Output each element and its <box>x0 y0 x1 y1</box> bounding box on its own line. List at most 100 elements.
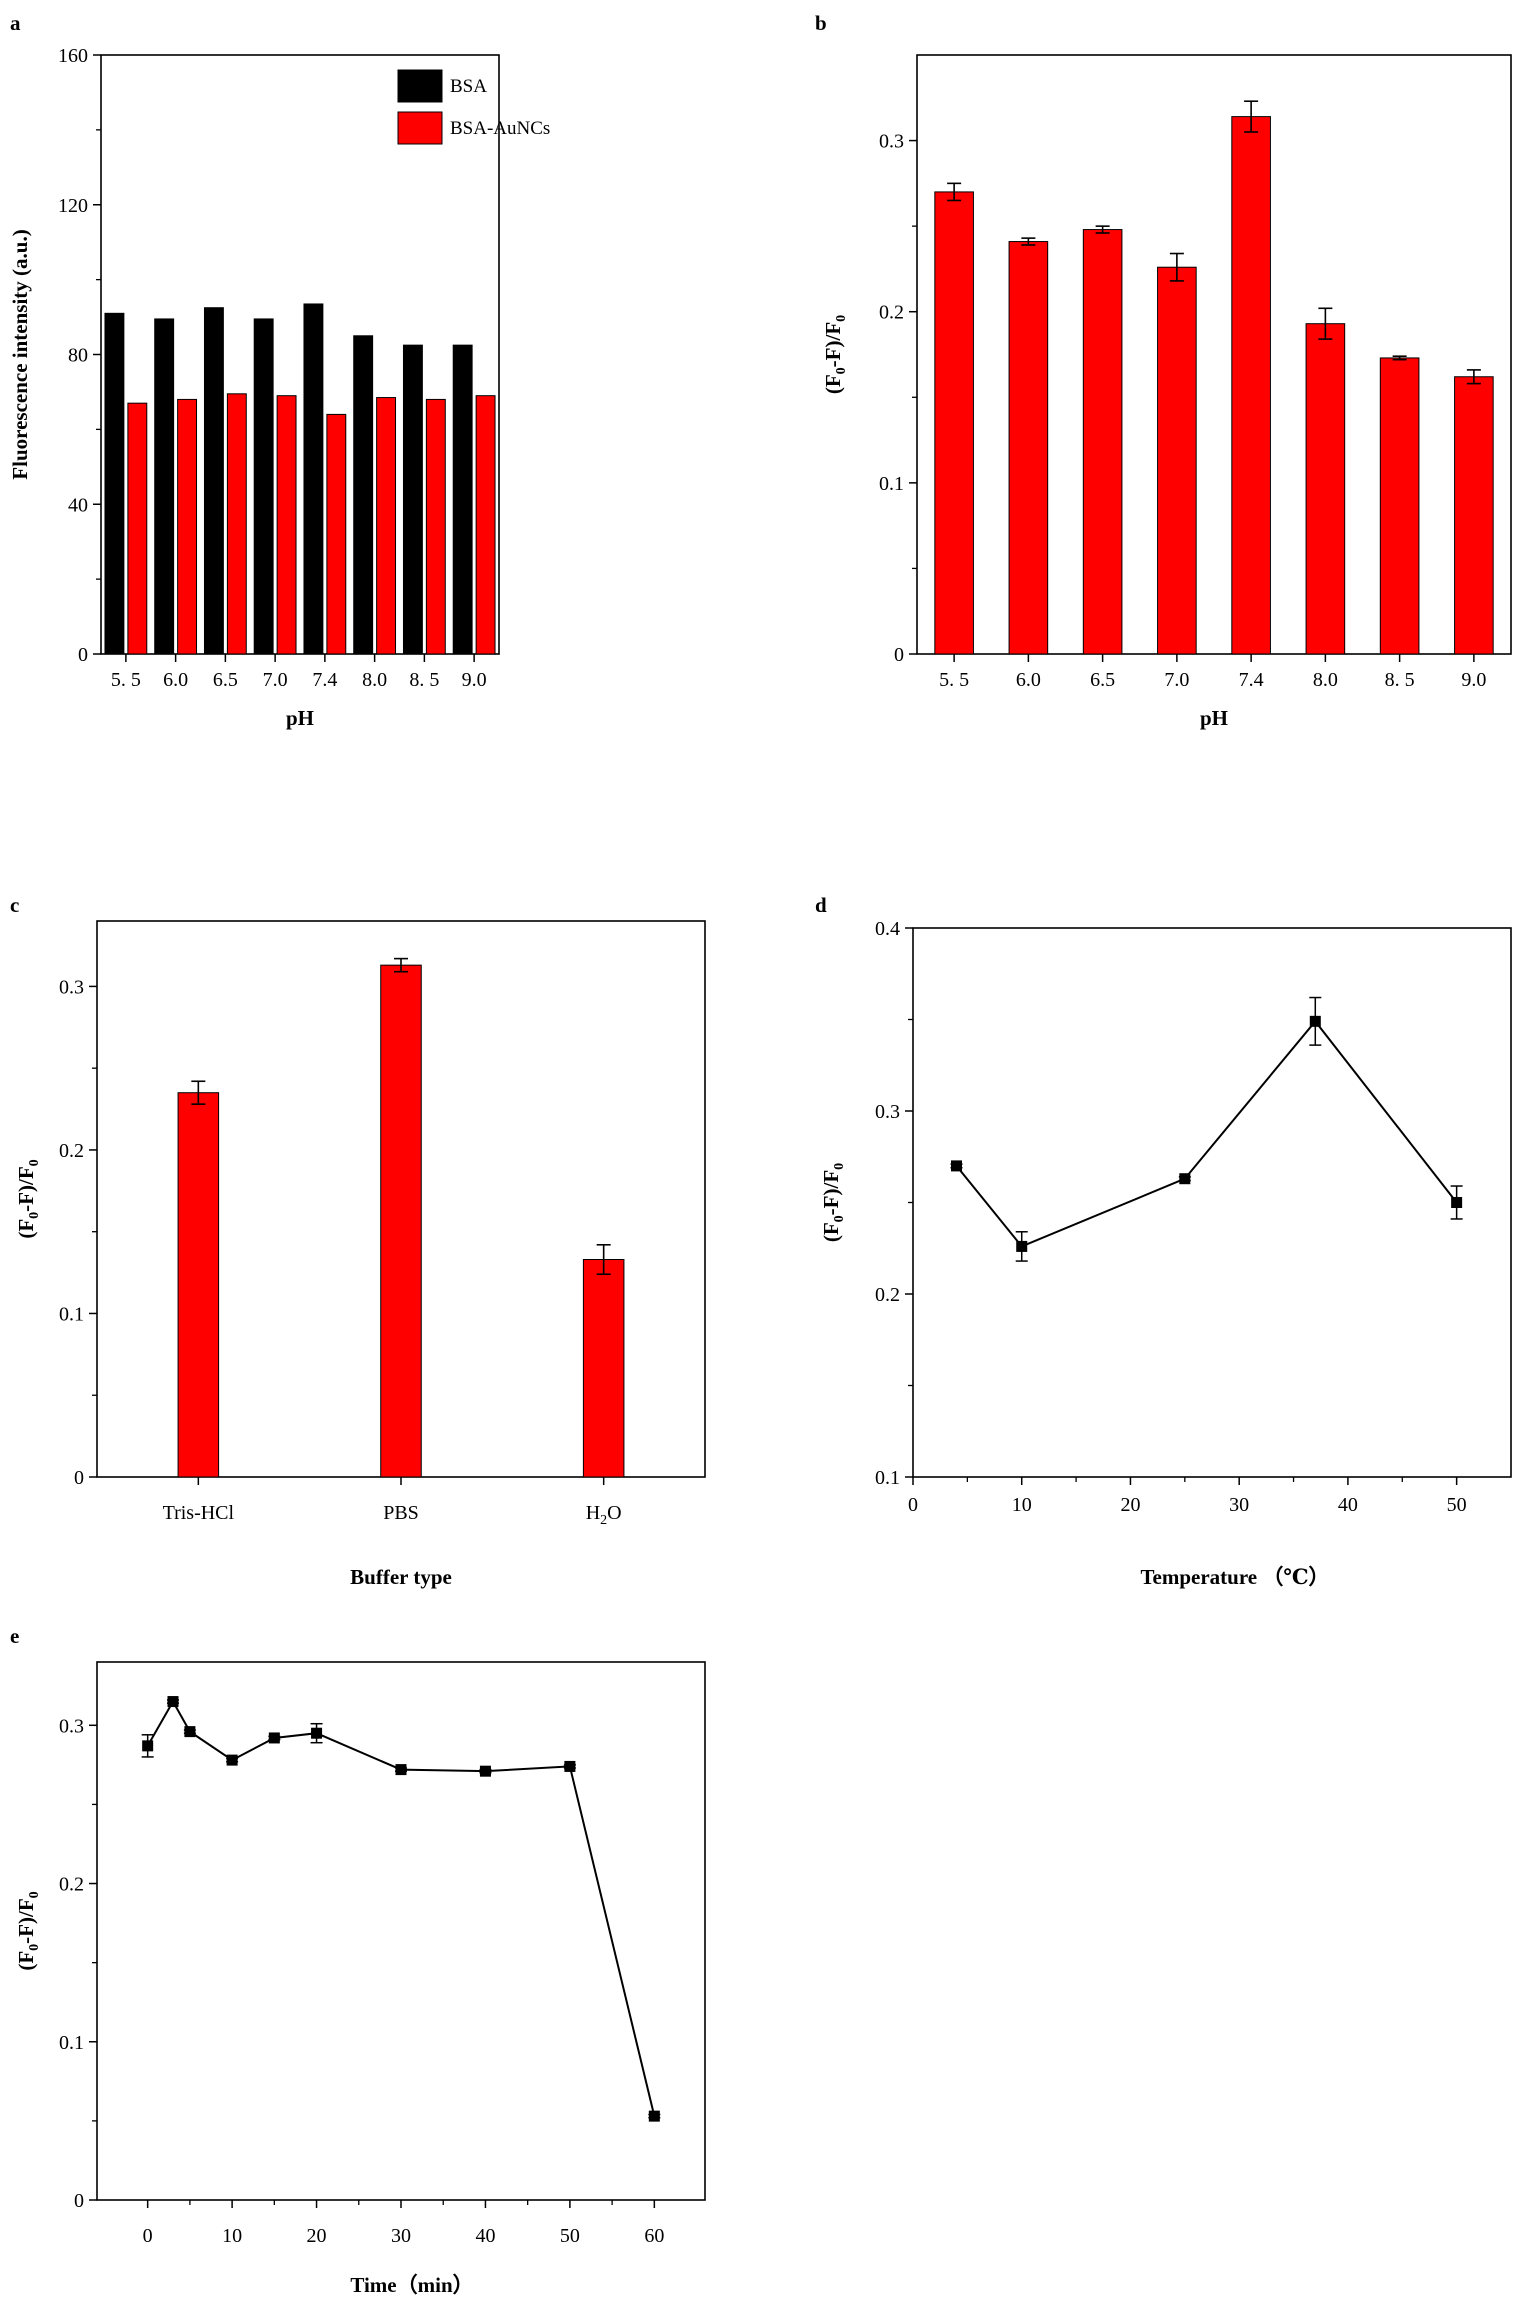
panel-label-b: b <box>815 11 827 35</box>
chart-d: d 0.1 0.2 0.3 0.4 0 10 20 30 40 50 Temperature （℃） (… <box>815 893 1512 1589</box>
data-point-1 <box>167 1696 179 1708</box>
y-tick-label: 0.4 <box>875 918 900 940</box>
y-tick-label: 0.2 <box>59 1874 84 1896</box>
plot-frame <box>912 927 1512 1478</box>
y-tick-label: 0 <box>894 644 904 666</box>
bar-(F0-F)/F0-5 <box>1305 323 1346 655</box>
x-tick-label: 7.0 <box>263 669 288 691</box>
x-tick-label: 8. 5 <box>1385 669 1415 691</box>
x-tick-label: PBS <box>383 1502 419 1524</box>
bar-(F0-F)/F0-1 <box>380 964 422 1478</box>
bar-BSA-AuNCs-4 <box>326 413 347 655</box>
bar-BSA-AuNCs-2 <box>226 393 247 655</box>
bar-(F0-F)/F0-0 <box>934 191 974 655</box>
data-point-7 <box>479 1765 491 1777</box>
y-tick-label: 0.2 <box>59 1140 84 1162</box>
bar-(F0-F)/F0-4 <box>1231 116 1271 655</box>
y-tick-label: 0 <box>74 1467 84 1489</box>
plot-frame <box>916 54 1512 655</box>
y-tick-label: 0 <box>74 2190 84 2212</box>
bar-(F0-F)/F0-3 <box>1157 266 1197 655</box>
series-line <box>146 1699 656 2117</box>
y-axis-label: (F0-F)/F0 <box>821 315 849 394</box>
data-point-6 <box>395 1764 407 1776</box>
x-tick-label: H2O <box>586 1502 622 1528</box>
bar-BSA-3 <box>253 318 274 655</box>
bar-(F0-F)/F0-1 <box>1008 241 1049 655</box>
y-axis-label: (F0-F)/F0 <box>14 1891 42 1970</box>
bar-BSA-4 <box>303 303 324 655</box>
y-tick-label: 0.1 <box>59 2032 84 2054</box>
y-tick-label: 0.1 <box>875 1467 900 1489</box>
x-tick-label: 40 <box>1338 1494 1358 1516</box>
y-tick-label: 0.3 <box>59 976 84 998</box>
y-tick-label: 40 <box>68 494 88 516</box>
bar-BSA-AuNCs-0 <box>127 402 148 655</box>
x-tick-label: 9.0 <box>1461 669 1486 691</box>
x-tick-label: 0 <box>908 1494 918 1516</box>
x-tick-label: 6.0 <box>163 669 188 691</box>
y-tick-label: 0.3 <box>875 1101 900 1123</box>
x-tick-label: 40 <box>475 2225 495 2247</box>
x-tick-label: 30 <box>391 2225 411 2247</box>
bar-BSA-6 <box>402 344 423 655</box>
y-tick-label: 120 <box>58 195 88 217</box>
y-tick-label: 0.2 <box>875 1284 900 1306</box>
x-tick-label: 60 <box>644 2225 664 2247</box>
y-axis-label: (F0-F)/F0 <box>14 1159 42 1238</box>
x-tick-label: 10 <box>1012 1494 1032 1516</box>
x-tick-label: 20 <box>307 2225 327 2247</box>
data-point-0 <box>950 1160 962 1172</box>
plot-frame <box>96 1661 706 2201</box>
bar-BSA-AuNCs-3 <box>276 395 297 655</box>
bar-BSA-AuNCs-7 <box>475 395 496 655</box>
y-tick-label: 80 <box>68 345 88 367</box>
chart-e: e 0 0.1 0.2 0.3 0 10 20 30 40 50 60 Time（min） (F0-F)/… <box>10 1624 706 2297</box>
chart-b: b 0 0.1 0.2 0.3 5. 5 6.0 6.5 7.0 7.4 8.0 8. 5 9.0 pH (… <box>815 11 1512 730</box>
bar-BSA-AuNCs-5 <box>376 397 397 655</box>
x-tick-label: 20 <box>1120 1494 1140 1516</box>
x-axis-label: Temperature （℃） <box>1140 1565 1329 1589</box>
x-tick-label: 7.0 <box>1164 669 1189 691</box>
legend-label: BSA-AuNCs <box>450 118 550 139</box>
bar-BSA-2 <box>203 307 224 655</box>
panel-label-c: c <box>10 893 19 917</box>
chart-c: c 0 0.1 0.2 0.3 Tris-HCl PBS H2O Buffer type (F0-… <box>10 893 706 1589</box>
y-tick-label: 0 <box>78 644 88 666</box>
x-tick-label: 50 <box>1447 1494 1467 1516</box>
bar-BSA-5 <box>353 335 374 655</box>
bar-BSA-AuNCs-6 <box>425 398 446 655</box>
legend-label: BSA <box>450 76 487 97</box>
data-point-3 <box>226 1754 238 1766</box>
data-point-0 <box>142 1740 154 1752</box>
x-tick-label: 7.4 <box>1239 669 1264 691</box>
data-point-4 <box>1451 1197 1463 1208</box>
x-tick-label: 10 <box>222 2225 242 2247</box>
x-axis-label: pH <box>286 706 314 730</box>
y-axis-label: Fluorescence intensity (a.u.) <box>8 229 32 479</box>
x-tick-label: 7.4 <box>312 669 337 691</box>
x-tick-label: 30 <box>1229 1494 1249 1516</box>
x-axis-label: Buffer type <box>350 1565 452 1589</box>
x-tick-label: 0 <box>143 2225 153 2247</box>
data-point-2 <box>1179 1173 1191 1185</box>
x-tick-label: 8.0 <box>362 669 387 691</box>
x-tick-label: 50 <box>560 2225 580 2247</box>
bar-BSA-1 <box>154 318 175 655</box>
data-point-9 <box>648 2110 660 2122</box>
x-tick-label: 6.0 <box>1016 669 1041 691</box>
legend-swatch-BSA <box>397 69 443 103</box>
panel-label-d: d <box>815 893 827 917</box>
x-axis-label: pH <box>1200 706 1228 730</box>
bar-(F0-F)/F0-7 <box>1454 376 1494 655</box>
data-point-3 <box>1309 1015 1321 1027</box>
bar-BSA-7 <box>452 344 473 655</box>
y-axis-label: (F0-F)/F0 <box>819 1163 847 1242</box>
x-tick-label: 6.5 <box>213 669 238 691</box>
data-point-4 <box>268 1732 280 1744</box>
bar-(F0-F)/F0-2 <box>582 1259 625 1478</box>
x-axis-label: Time（min） <box>350 2273 473 2297</box>
y-tick-label: 0.1 <box>59 1303 84 1325</box>
chart-a: a 0 40 80 120 160 5. 5 6.0 6.5 7.0 7.4 8.0 8. 5 9.0 BS… <box>8 11 550 730</box>
bar-BSA-AuNCs-1 <box>177 398 198 655</box>
